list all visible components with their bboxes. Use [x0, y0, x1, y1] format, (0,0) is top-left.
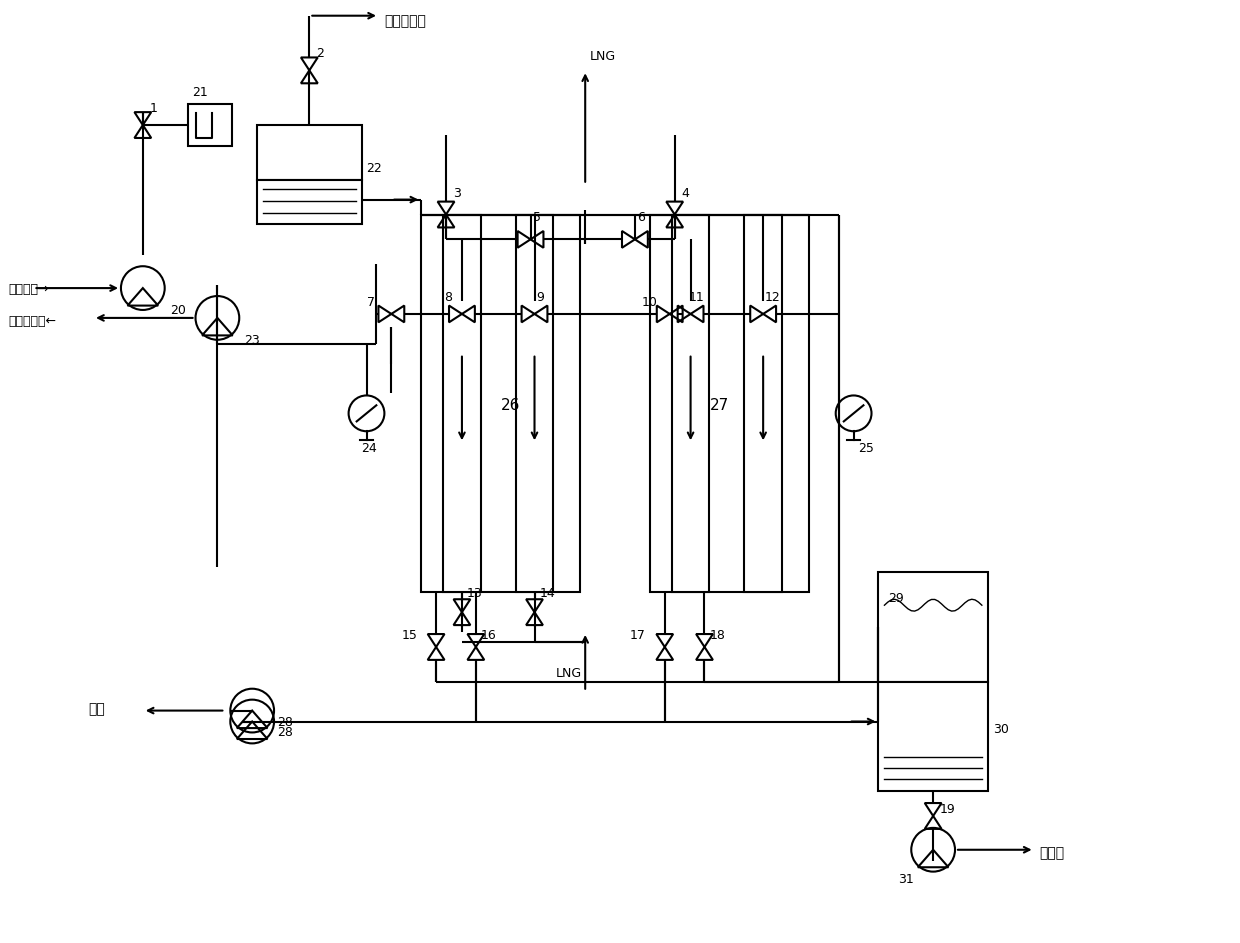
- Text: 31: 31: [898, 872, 914, 885]
- Bar: [187, 104, 232, 146]
- Text: 15: 15: [402, 629, 417, 642]
- Text: 19: 19: [940, 802, 956, 816]
- Text: 22: 22: [367, 162, 382, 174]
- Text: 29: 29: [888, 592, 904, 605]
- Text: 28: 28: [277, 717, 293, 730]
- Bar: [878, 682, 988, 791]
- Text: 11: 11: [688, 291, 704, 304]
- Text: 1: 1: [150, 102, 157, 115]
- Text: 23: 23: [244, 334, 260, 347]
- Text: 7: 7: [367, 296, 374, 309]
- Text: 14: 14: [539, 587, 556, 601]
- Text: 2: 2: [316, 47, 324, 60]
- Text: LNG: LNG: [590, 50, 616, 63]
- Text: 9: 9: [537, 291, 544, 304]
- Text: 27: 27: [709, 398, 729, 413]
- Text: 25: 25: [858, 442, 874, 455]
- Bar: [744, 214, 782, 592]
- Text: 3: 3: [453, 187, 461, 200]
- Text: 10: 10: [642, 296, 657, 309]
- Text: 30: 30: [993, 723, 1008, 736]
- Text: 18: 18: [709, 629, 725, 642]
- Text: 21: 21: [192, 86, 208, 99]
- Text: 20: 20: [170, 304, 186, 317]
- Text: 淡水: 淡水: [88, 702, 105, 716]
- Text: 淡海水: 淡海水: [1039, 846, 1065, 860]
- Text: 24: 24: [362, 442, 377, 455]
- Bar: [878, 572, 988, 682]
- Bar: [443, 214, 481, 592]
- Text: 17: 17: [630, 629, 646, 642]
- Bar: [257, 125, 362, 180]
- Text: LNG: LNG: [556, 667, 582, 680]
- Bar: [650, 214, 808, 592]
- Text: 原料海水→: 原料海水→: [9, 283, 50, 296]
- Text: 6: 6: [637, 211, 645, 224]
- Text: 28: 28: [277, 726, 293, 739]
- Text: 4: 4: [682, 187, 689, 200]
- Text: 16: 16: [481, 629, 496, 642]
- Bar: [257, 180, 362, 224]
- Bar: [516, 214, 553, 592]
- Text: 12: 12: [765, 291, 781, 304]
- Bar: [422, 214, 580, 592]
- Text: 不凝性气体: 不凝性气体: [384, 15, 425, 28]
- Text: 8: 8: [444, 291, 453, 304]
- Text: 26: 26: [501, 398, 520, 413]
- Text: 不凝性气体←: 不凝性气体←: [9, 315, 57, 328]
- Text: 13: 13: [467, 587, 482, 601]
- Text: 5: 5: [532, 211, 541, 224]
- Bar: [672, 214, 709, 592]
